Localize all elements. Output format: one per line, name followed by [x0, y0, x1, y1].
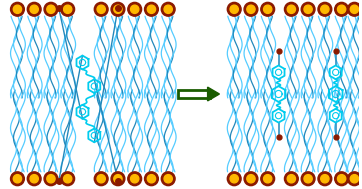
- Circle shape: [30, 175, 38, 183]
- Circle shape: [244, 2, 258, 16]
- Bar: [180, 91, 207, 97]
- Circle shape: [114, 5, 122, 13]
- Circle shape: [285, 2, 298, 16]
- Circle shape: [227, 2, 241, 16]
- Circle shape: [147, 175, 156, 183]
- Circle shape: [64, 175, 72, 183]
- Circle shape: [61, 2, 75, 16]
- Circle shape: [10, 2, 24, 16]
- Circle shape: [44, 2, 58, 16]
- Circle shape: [230, 5, 238, 13]
- Circle shape: [287, 5, 295, 13]
- Polygon shape: [207, 87, 219, 101]
- Circle shape: [144, 172, 158, 186]
- Circle shape: [321, 175, 329, 183]
- Circle shape: [94, 2, 108, 16]
- Circle shape: [318, 2, 332, 16]
- Circle shape: [131, 5, 139, 13]
- Circle shape: [30, 5, 38, 13]
- Circle shape: [27, 2, 41, 16]
- Circle shape: [164, 5, 172, 13]
- Circle shape: [337, 5, 346, 13]
- Circle shape: [227, 172, 241, 186]
- Circle shape: [128, 2, 142, 16]
- Circle shape: [128, 172, 142, 186]
- Circle shape: [13, 175, 22, 183]
- Circle shape: [47, 175, 55, 183]
- Circle shape: [264, 175, 272, 183]
- Circle shape: [97, 5, 105, 13]
- Bar: [182, 93, 207, 95]
- Circle shape: [261, 2, 275, 16]
- Circle shape: [230, 175, 238, 183]
- Circle shape: [161, 172, 175, 186]
- Circle shape: [94, 172, 108, 186]
- Circle shape: [111, 2, 125, 16]
- Circle shape: [114, 175, 122, 183]
- Circle shape: [247, 5, 255, 13]
- Circle shape: [337, 175, 346, 183]
- Circle shape: [61, 172, 75, 186]
- Circle shape: [335, 172, 349, 186]
- Circle shape: [321, 5, 329, 13]
- Circle shape: [304, 175, 312, 183]
- Circle shape: [144, 2, 158, 16]
- Circle shape: [350, 5, 358, 13]
- Circle shape: [264, 5, 272, 13]
- Circle shape: [301, 2, 315, 16]
- Circle shape: [44, 172, 58, 186]
- Circle shape: [247, 175, 255, 183]
- Circle shape: [164, 175, 172, 183]
- Circle shape: [13, 5, 22, 13]
- Circle shape: [348, 172, 361, 186]
- Circle shape: [318, 172, 332, 186]
- Circle shape: [147, 5, 156, 13]
- Circle shape: [348, 2, 361, 16]
- Bar: [178, 90, 210, 98]
- Circle shape: [131, 175, 139, 183]
- Circle shape: [261, 172, 275, 186]
- Circle shape: [27, 172, 41, 186]
- Circle shape: [350, 175, 358, 183]
- Circle shape: [111, 172, 125, 186]
- Circle shape: [10, 172, 24, 186]
- Circle shape: [47, 5, 55, 13]
- Circle shape: [244, 172, 258, 186]
- Circle shape: [97, 175, 105, 183]
- Circle shape: [285, 172, 298, 186]
- Circle shape: [335, 2, 349, 16]
- Circle shape: [287, 175, 295, 183]
- Circle shape: [161, 2, 175, 16]
- Circle shape: [301, 172, 315, 186]
- Circle shape: [304, 5, 312, 13]
- Circle shape: [64, 5, 72, 13]
